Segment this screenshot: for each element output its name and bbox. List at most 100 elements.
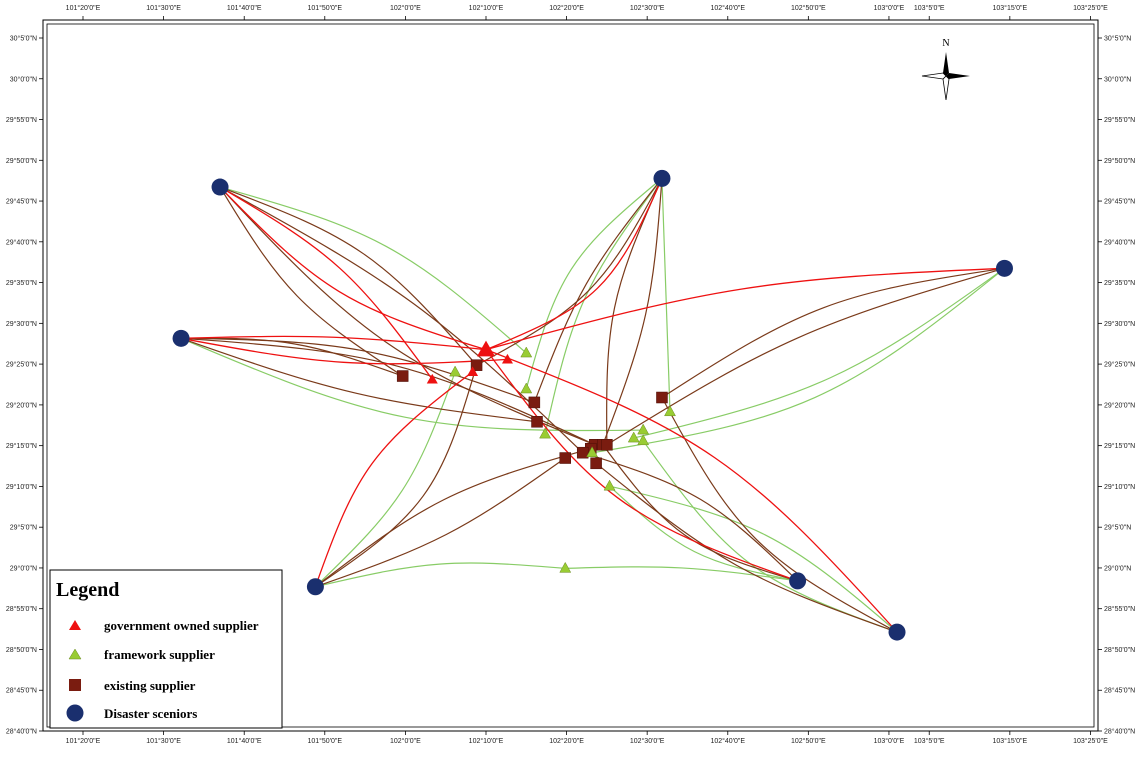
route-brown [533,177,663,403]
framework-supplier-marker [559,561,572,573]
north-arrow-label: N [942,38,949,49]
route-brown [180,337,538,423]
route-brown [315,457,566,588]
lat-label-right: 28°50'0"N [1104,646,1135,654]
government-supplier-marker [426,373,438,384]
lat-label-right: 29°45'0"N [1104,198,1135,206]
lon-label-bottom: 102°50'0"E [791,737,826,745]
lon-label-top: 102°50'0"E [791,4,826,12]
route-brown [661,397,898,633]
lat-label-right: 29°10'0"N [1104,483,1135,491]
lat-label-right: 29°30'0"N [1104,320,1135,328]
route-green [219,186,527,354]
route-brown [582,452,799,582]
legend-title: Legend [56,579,119,601]
lat-label-left: 29°5'0"N [10,524,37,532]
route-green [525,177,663,390]
lat-label-left: 30°0'0"N [10,75,37,83]
route-brown [606,267,1005,446]
map-inner-frame [46,23,1095,728]
existing-supplier-marker [590,457,602,470]
north-arrow-east-point [946,73,970,79]
map-outer-frame [42,19,1099,732]
framework-supplier-marker [603,479,616,491]
lat-label-right: 29°5'0"N [1104,524,1131,532]
route-brown [315,365,478,588]
legend-existing-label: existing supplier [104,678,196,693]
lat-label-left: 29°30'0"N [6,320,37,328]
government-supplier-marker [501,353,513,364]
lon-label-top: 101°50'0"E [307,4,342,12]
lon-label-bottom: 102°30'0"E [630,737,665,745]
disaster-scenario-marker [653,169,671,187]
existing-supplier-marker [531,416,543,428]
north-arrow-north-point [943,52,949,76]
lon-label-top: 102°0'0"E [390,4,421,12]
lat-label-left: 29°20'0"N [6,401,37,409]
lat-label-left: 29°35'0"N [6,279,37,287]
route-brown [219,186,478,366]
existing-supplier-marker [656,391,668,404]
disaster-scenario-marker [211,178,229,196]
lon-label-bottom: 101°50'0"E [307,737,342,745]
route-red [485,178,663,351]
lon-label-bottom: 103°15'0"E [993,737,1028,745]
lon-label-top: 103°0'0"E [874,4,905,12]
lat-label-right: 29°55'0"N [1104,116,1135,124]
lat-label-left: 28°55'0"N [6,605,37,613]
lat-label-right: 28°40'0"N [1104,728,1135,736]
route-red [219,186,487,351]
lon-label-top: 103°25'0"E [1073,4,1108,12]
legend-framework-label: framework supplier [104,647,215,662]
lat-label-left: 29°25'0"N [6,361,37,369]
route-green [661,178,671,412]
north-arrow: N [921,38,970,101]
framework-supplier-marker [520,346,533,358]
existing-supplier-marker [601,439,613,451]
lat-label-left: 29°0'0"N [10,564,37,572]
framework-supplier-marker [637,434,650,446]
lat-label-left: 29°15'0"N [6,442,37,450]
lat-label-right: 29°20'0"N [1104,401,1135,409]
route-brown [219,186,596,446]
legend-frame [49,569,283,729]
map-markers [172,169,1013,641]
lon-label-bottom: 101°30'0"E [146,737,181,745]
lon-label-top: 102°10'0"E [469,4,504,12]
lat-label-left: 30°5'0"N [10,35,37,43]
route-red [180,337,508,365]
lat-label-right: 29°40'0"N [1104,238,1135,246]
lat-label-left: 28°40'0"N [6,728,37,736]
lat-label-left: 29°55'0"N [6,116,37,124]
existing-supplier-marker [576,446,589,459]
lon-label-top: 103°5'0"E [914,4,945,12]
lon-label-bottom: 103°25'0"E [1073,737,1108,745]
route-brown [661,267,1005,399]
lat-label-right: 30°0'0"N [1104,75,1131,83]
route-green [314,371,456,588]
lon-label-bottom: 102°0'0"E [390,737,421,745]
route-brown [181,337,596,446]
route-brown [595,462,898,633]
disaster-scenario-marker [172,329,190,347]
lon-label-bottom: 103°0'0"E [874,737,905,745]
legend-framework-symbol [68,648,82,660]
route-red [314,371,473,587]
route-red [485,349,898,633]
existing-supplier-marker [528,396,541,409]
lat-label-right: 28°45'0"N [1104,687,1135,695]
lon-label-bottom: 102°20'0"E [549,737,584,745]
route-green [565,566,798,582]
framework-supplier-marker [539,427,552,439]
route-red [181,335,487,351]
route-green [591,267,1005,454]
graticule-ticks: 101°20'0"E 101°20'0"E 101°30'0"E 101°30'0"E… [6,4,1135,745]
government-supplier-marker [477,340,495,357]
route-green [315,562,566,588]
lat-label-left: 29°50'0"N [6,157,37,165]
lat-label-left: 28°45'0"N [6,687,37,695]
lat-label-right: 29°25'0"N [1104,361,1135,369]
disaster-scenario-marker [995,259,1013,277]
legend-existing-symbol [69,679,81,691]
lon-label-bottom: 101°40'0"E [227,737,262,745]
